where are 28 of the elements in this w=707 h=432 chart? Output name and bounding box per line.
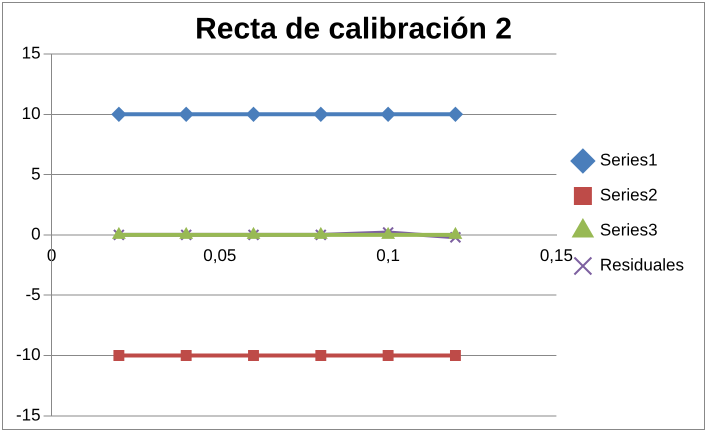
y-tick-label: -15: [16, 405, 41, 424]
x-tick-label: 0,05: [203, 246, 236, 265]
legend-label: Series1: [600, 150, 658, 170]
point: [382, 350, 394, 361]
point: [313, 106, 328, 122]
x-tick-label: 0,1: [376, 246, 400, 265]
point: [380, 106, 396, 122]
point: [246, 106, 261, 122]
point: [111, 106, 126, 122]
x-tick-label: 0,15: [540, 246, 573, 265]
y-tick-label: 15: [22, 44, 41, 63]
point: [448, 106, 463, 122]
point: [178, 106, 194, 122]
point: [113, 350, 124, 361]
point: [248, 350, 259, 361]
y-tick-label: 10: [22, 104, 41, 123]
y-tick-label: 0: [31, 224, 41, 244]
y-tick-label: 5: [31, 164, 41, 184]
point: [180, 350, 192, 361]
point: [449, 231, 462, 244]
y-tick-label: -5: [25, 284, 41, 304]
legend-label: Residuales: [600, 256, 684, 275]
legend-label: Series2: [600, 186, 658, 205]
point: [315, 350, 326, 361]
chart-title: Recta de calibración 2: [195, 12, 512, 46]
legend-label: Series3: [600, 220, 658, 240]
point: [450, 350, 461, 361]
y-tick-label: -10: [16, 345, 41, 364]
